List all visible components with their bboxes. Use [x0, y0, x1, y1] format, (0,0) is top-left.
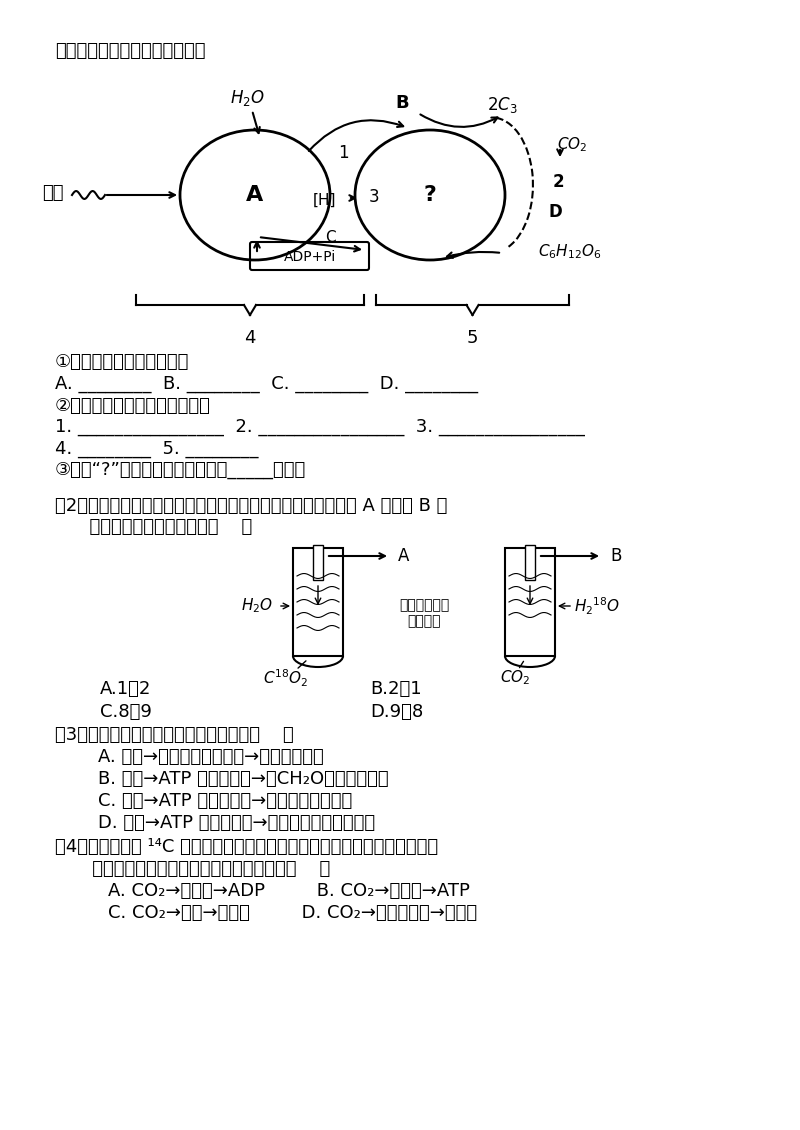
Text: （2）下图是美国科学家鲁宾和卡门进行的实验示意图。则图中 A 物质和 B 物: （2）下图是美国科学家鲁宾和卡门进行的实验示意图。则图中 A 物质和 B 物	[55, 497, 447, 515]
Bar	[293, 548, 343, 657]
Text: 4. ________  5. ________: 4. ________ 5. ________	[55, 440, 258, 458]
Text: A. ________  B. ________  C. ________  D. ________: A. ________ B. ________ C. ________ D. _…	[55, 375, 478, 393]
Text: 1: 1	[338, 144, 348, 162]
Text: ADP+Pi: ADP+Pi	[284, 250, 336, 264]
Text: $C^{18}O_2$: $C^{18}O_2$	[263, 668, 309, 688]
Bar	[505, 548, 555, 657]
Text: A.1：2: A.1：2	[100, 680, 151, 698]
Text: $H_2O$: $H_2O$	[241, 597, 273, 616]
Text: A: A	[246, 185, 264, 205]
Text: B: B	[395, 94, 409, 112]
Text: 光能: 光能	[42, 184, 63, 202]
Text: $H_2{}^{18}O$: $H_2{}^{18}O$	[574, 596, 620, 617]
Text: $CO_2$: $CO_2$	[500, 669, 530, 687]
Text: C.8：9: C.8：9	[100, 703, 152, 721]
Bar	[313, 545, 323, 580]
Text: ②图中数字表示的生理过程是：: ②图中数字表示的生理过程是：	[55, 397, 211, 415]
Text: 4: 4	[244, 329, 256, 347]
Text: 光照射下的小
球藻悬液: 光照射下的小 球藻悬液	[399, 598, 449, 628]
Text: （4）科学家用含 ¹⁴C 的二氧化碳来追踪光合作用中碳原子的转移途径，下列: （4）科学家用含 ¹⁴C 的二氧化碳来追踪光合作用中碳原子的转移途径，下列	[55, 838, 438, 857]
Text: 3: 3	[369, 188, 380, 206]
Text: 2: 2	[552, 173, 564, 191]
Text: C. CO₂→酒精→葡萄糖         D. CO₂→三碳化合物→葡萄糖: C. CO₂→酒精→葡萄糖 D. CO₂→三碳化合物→葡萄糖	[85, 904, 477, 922]
Bar	[525, 545, 535, 580]
Text: [H]: [H]	[312, 192, 336, 208]
Text: C. 光能→ATP 中的化学能→叶绻素中的化学能: C. 光能→ATP 中的化学能→叶绻素中的化学能	[75, 792, 352, 810]
Text: B.2：1: B.2：1	[370, 680, 422, 698]
Text: 1. ________________  2. ________________  3. ________________: 1. ________________ 2. ________________ …	[55, 418, 585, 436]
Text: D. 光能→ATP 中的化学能→三碳化合物中的化学能: D. 光能→ATP 中的化学能→三碳化合物中的化学能	[75, 814, 375, 832]
Text: $2C_3$: $2C_3$	[487, 95, 518, 115]
Text: $CO_2$: $CO_2$	[557, 136, 587, 155]
Text: B: B	[610, 547, 622, 565]
Text: ①图中字母表示的物质是：: ①图中字母表示的物质是：	[55, 353, 190, 371]
Text: ③图中“?”处表示暗反应需要多种_____参与。: ③图中“?”处表示暗反应需要多种_____参与。	[55, 461, 306, 479]
Text: $H_2O$: $H_2O$	[230, 88, 265, 108]
Text: A. 光能→叶绻素中的化学能→水中的化学能: A. 光能→叶绻素中的化学能→水中的化学能	[75, 748, 324, 766]
Text: 质的相对分子质量的比是（    ）: 质的相对分子质量的比是（ ）	[55, 518, 252, 536]
Text: 各项中能正确表示碳原子的转移途径的是（    ）: 各项中能正确表示碳原子的转移途径的是（ ）	[75, 860, 330, 878]
Text: A. CO₂→叶绻素→ADP         B. CO₂→叶绻素→ATP: A. CO₂→叶绻素→ADP B. CO₂→叶绻素→ATP	[85, 883, 470, 899]
Text: D.9：8: D.9：8	[370, 703, 423, 721]
Text: 5: 5	[466, 329, 478, 347]
Text: ?: ?	[423, 185, 437, 205]
Text: $C_6H_{12}O_6$: $C_6H_{12}O_6$	[538, 243, 602, 261]
Text: （3）光合作用过程中能量的转换过程是（    ）: （3）光合作用过程中能量的转换过程是（ ）	[55, 725, 294, 744]
Text: C: C	[325, 229, 335, 244]
Text: B. 光能→ATP 中的化学能→（CH₂O）中的化学能: B. 光能→ATP 中的化学能→（CH₂O）中的化学能	[75, 770, 389, 788]
Text: 根据光合作用图解。回答问题：: 根据光合作用图解。回答问题：	[55, 42, 206, 60]
Text: A: A	[398, 547, 410, 565]
Text: D: D	[548, 203, 562, 221]
